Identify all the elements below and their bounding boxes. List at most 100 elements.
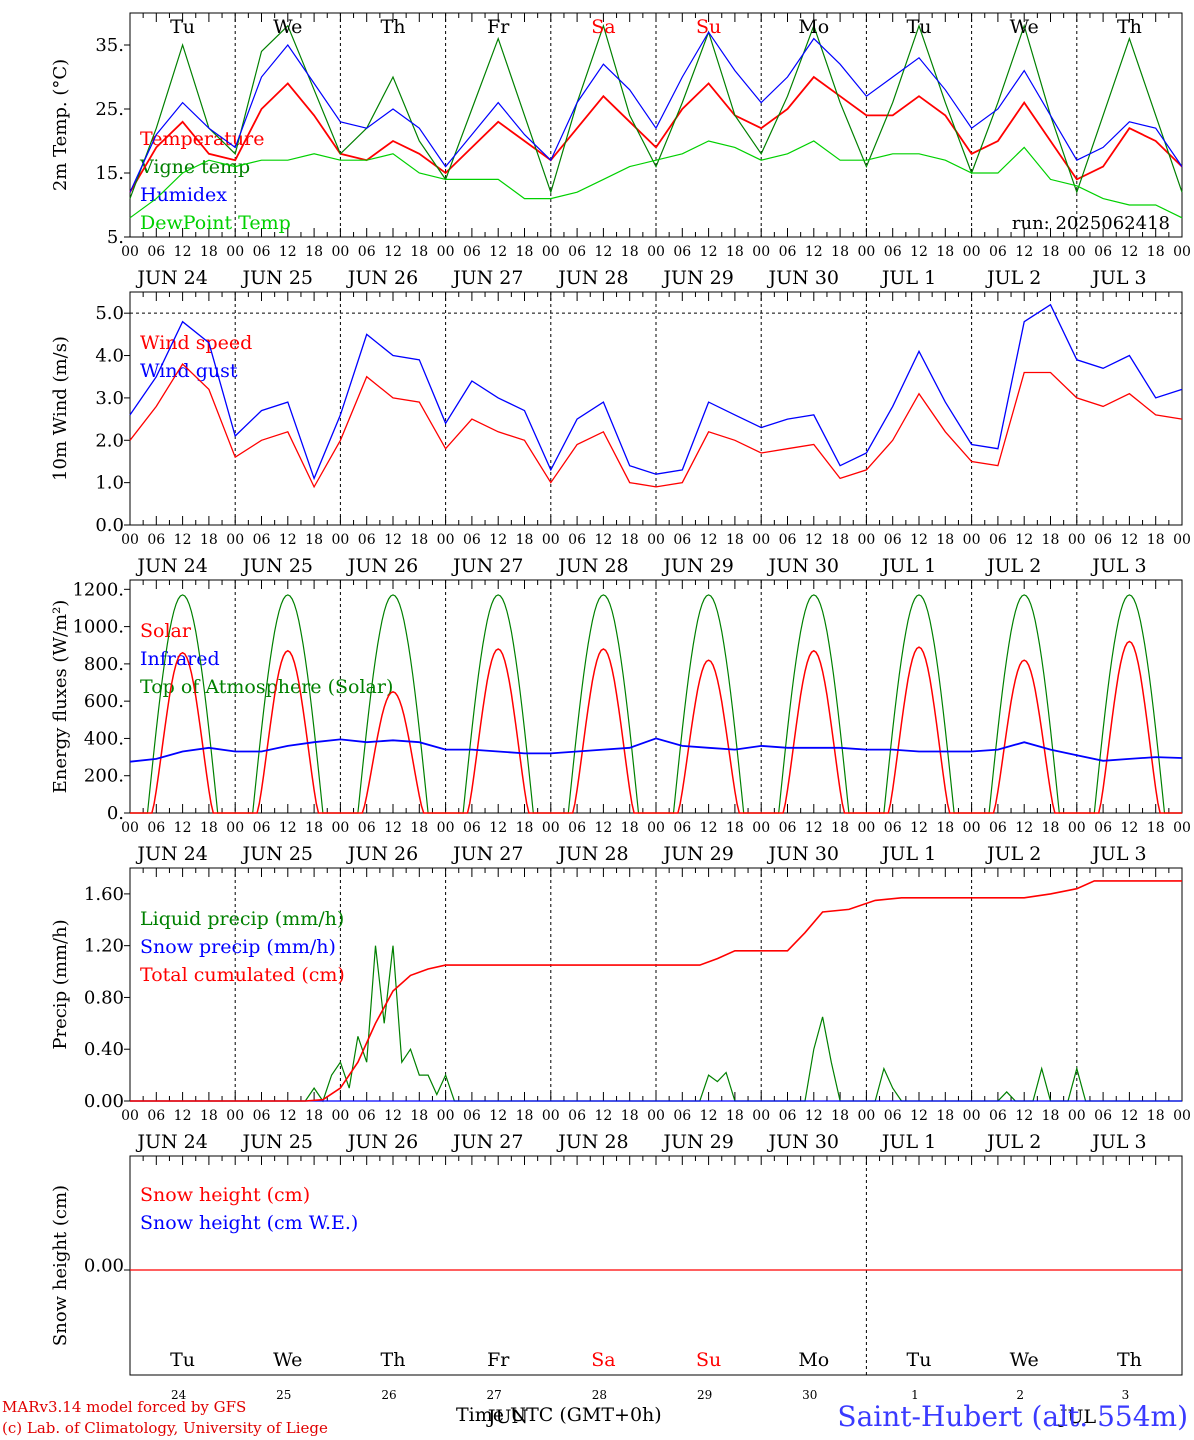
hour-tick-label: 12 (384, 532, 402, 548)
day-label: Sa (591, 1349, 615, 1371)
y-tick-label: 0. (107, 803, 124, 824)
day-label: Th (381, 1349, 406, 1371)
hour-tick-label: 18 (936, 532, 954, 548)
hour-tick-label: 06 (989, 532, 1007, 548)
day-label: Th (381, 16, 406, 38)
hour-tick-label: 00 (226, 244, 244, 260)
hour-tick-label: 06 (884, 1108, 902, 1124)
hour-tick-label: 12 (1015, 820, 1033, 836)
day-label: Fr (487, 1349, 510, 1371)
hour-tick-label: 06 (253, 1108, 271, 1124)
hour-tick-label: 18 (305, 244, 323, 260)
month-label: JUN (486, 1406, 528, 1428)
date-label: JUL 3 (1090, 1131, 1146, 1153)
hour-tick-label: 12 (174, 820, 192, 836)
y-tick-label: 4.0 (95, 346, 124, 367)
hour-tick-label: 00 (647, 820, 665, 836)
hour-tick-label: 00 (857, 532, 875, 548)
hour-tick-label: 06 (463, 1108, 481, 1124)
y-tick-label: 0.40 (84, 1039, 124, 1060)
day-number: 27 (487, 1388, 502, 1402)
hour-tick-label: 12 (594, 244, 612, 260)
hour-tick-label: 12 (910, 820, 928, 836)
hour-tick-label: 18 (936, 244, 954, 260)
hour-tick-label: 18 (200, 532, 218, 548)
day-label: Tu (907, 1349, 932, 1371)
hour-tick-label: 00 (542, 1108, 560, 1124)
hour-tick-label: 12 (489, 244, 507, 260)
hour-tick-label: 06 (463, 244, 481, 260)
legend-entry: DewPoint Temp (140, 212, 291, 234)
day-label: Sa (591, 16, 615, 38)
hour-tick-label: 06 (463, 820, 481, 836)
date-label: JUN 25 (241, 267, 313, 289)
date-label: JUL 2 (985, 1131, 1041, 1153)
hour-tick-label: 00 (752, 532, 770, 548)
hour-tick-label: 00 (331, 820, 349, 836)
y-tick-label: 5.0 (95, 303, 124, 324)
hour-tick-label: 06 (358, 532, 376, 548)
legend-entry: Snow precip (mm/h) (140, 936, 336, 958)
y-axis-label: Energy fluxes (W/m²) (50, 600, 71, 794)
hour-tick-label: 00 (121, 244, 139, 260)
hour-tick-label: 06 (358, 820, 376, 836)
hour-tick-label: 12 (805, 820, 823, 836)
copyright: (c) Lab. of Climatology, University of L… (2, 1419, 328, 1437)
hour-tick-label: 18 (200, 244, 218, 260)
hour-tick-label: 12 (384, 244, 402, 260)
hour-tick-label: 00 (542, 820, 560, 836)
date-label: JUN 30 (767, 267, 839, 289)
hour-tick-label: 12 (594, 1108, 612, 1124)
hour-tick-label: 00 (1173, 244, 1191, 260)
day-label: We (273, 16, 302, 38)
hour-tick-label: 12 (1015, 1108, 1033, 1124)
hour-tick-label: 18 (831, 820, 849, 836)
hour-tick-label: 18 (831, 532, 849, 548)
hour-tick-label: 00 (542, 532, 560, 548)
hour-tick-label: 12 (1120, 1108, 1138, 1124)
day-label: We (1010, 1349, 1039, 1371)
legend-entry: Humidex (140, 184, 227, 206)
hour-tick-label: 06 (989, 1108, 1007, 1124)
day-number: 2 (1016, 1388, 1024, 1402)
hour-tick-label: 06 (253, 532, 271, 548)
hour-tick-label: 06 (989, 244, 1007, 260)
hour-tick-label: 06 (673, 1108, 691, 1124)
day-number: 28 (592, 1388, 607, 1402)
y-tick-label: 5. (107, 227, 124, 248)
hour-tick-label: 00 (1068, 244, 1086, 260)
day-label: We (273, 1349, 302, 1371)
date-label: JUL 2 (985, 555, 1041, 577)
hour-tick-label: 00 (963, 244, 981, 260)
y-tick-label: 25. (95, 99, 124, 120)
date-label: JUN 25 (241, 843, 313, 865)
hour-tick-label: 18 (305, 1108, 323, 1124)
hour-tick-label: 18 (1042, 1108, 1060, 1124)
date-label: JUN 27 (451, 555, 523, 577)
hour-tick-label: 00 (752, 820, 770, 836)
y-axis-label: Precip (mm/h) (50, 919, 71, 1049)
infrared-line (129, 737, 1183, 763)
day-number: 24 (171, 1388, 187, 1402)
hour-tick-label: 00 (121, 532, 139, 548)
hour-tick-label: 06 (989, 820, 1007, 836)
hour-tick-label: 12 (489, 820, 507, 836)
hour-tick-label: 12 (1120, 820, 1138, 836)
y-tick-label: 800. (84, 654, 124, 675)
day-number: 3 (1122, 1388, 1130, 1402)
hour-tick-label: 00 (1173, 1108, 1191, 1124)
hour-tick-label: 06 (884, 820, 902, 836)
date-label: JUL 1 (880, 1131, 936, 1153)
hour-tick-label: 12 (489, 532, 507, 548)
hour-tick-label: 00 (437, 1108, 455, 1124)
hour-tick-label: 18 (621, 532, 639, 548)
date-label: JUN 25 (241, 555, 313, 577)
hour-tick-label: 12 (279, 820, 297, 836)
hour-tick-label: 06 (884, 532, 902, 548)
hour-tick-label: 12 (1015, 532, 1033, 548)
date-label: JUN 29 (661, 843, 733, 865)
hour-tick-label: 12 (910, 532, 928, 548)
hour-tick-label: 06 (253, 244, 271, 260)
date-label: JUN 28 (556, 843, 628, 865)
precip-series-line (130, 880, 1182, 1102)
